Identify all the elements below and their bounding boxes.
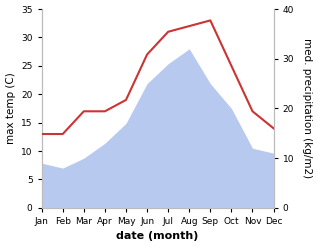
Y-axis label: med. precipitation (kg/m2): med. precipitation (kg/m2) xyxy=(302,38,313,179)
X-axis label: date (month): date (month) xyxy=(116,231,199,242)
Y-axis label: max temp (C): max temp (C) xyxy=(5,73,16,144)
